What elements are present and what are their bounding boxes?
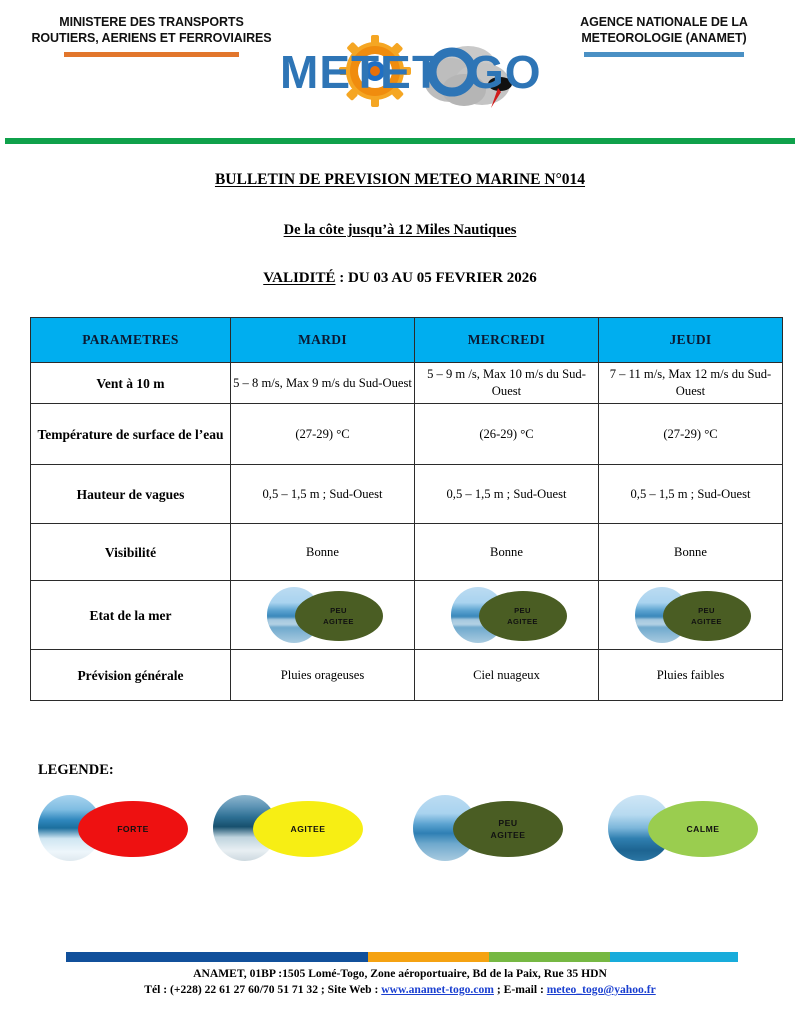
footer-bar-segment-blue bbox=[66, 952, 369, 962]
bulletin-titles: BULLETIN DE PREVISION METEO MARINE N°014… bbox=[0, 160, 800, 287]
cell-visibilite-jeudi: Bonne bbox=[598, 523, 783, 581]
agency-block: AGENCE NATIONALE DE LA METEOROLOGIE (ANA… bbox=[545, 14, 783, 57]
legend-label-line1: PEU bbox=[498, 818, 518, 828]
footer-email-link[interactable]: meteo_togo@yahoo.fr bbox=[546, 983, 656, 996]
row-label-vent: Vent à 10 m bbox=[30, 362, 231, 404]
forecast-table-wrapper: PARAMETRES MARDI MERCREDI JEUDI Vent à 1… bbox=[30, 317, 783, 701]
ministry-block: MINISTERE DES TRANSPORTS ROUTIERS, AERIE… bbox=[24, 14, 279, 57]
ministry-line-2: ROUTIERS, AERIENS ET FERROVIAIRES bbox=[31, 31, 272, 45]
forecast-table: PARAMETRES MARDI MERCREDI JEUDI Vent à 1… bbox=[30, 317, 783, 701]
column-header-parametres: PARAMETRES bbox=[30, 317, 231, 363]
cell-vagues-jeudi: 0,5 – 1,5 m ; Sud-Ouest bbox=[598, 464, 783, 524]
sea-state-badge: PEU AGITEE bbox=[445, 585, 569, 645]
row-label-etat-mer: Etat de la mer bbox=[30, 580, 231, 650]
legend-label-line1: FORTE bbox=[117, 824, 149, 834]
sea-state-line1: PEU bbox=[698, 606, 715, 615]
row-label-temperature: Température de surface de l’eau bbox=[30, 403, 231, 465]
legend-oval-agitee: AGITEE bbox=[253, 801, 363, 857]
sea-state-oval: PEU AGITEE bbox=[662, 591, 751, 641]
legend-label-line2: AGITEE bbox=[490, 830, 526, 840]
sea-state-badge: PEU AGITEE bbox=[629, 585, 753, 645]
sun-icon bbox=[339, 35, 411, 107]
footer-website-link[interactable]: www.anamet-togo.com bbox=[381, 983, 494, 996]
meteo-togo-logo: METE T GO bbox=[272, 22, 572, 122]
lightning-bolt-icon bbox=[488, 77, 512, 108]
cell-etat-mer-mercredi: PEU AGITEE bbox=[414, 580, 599, 650]
agency-line-1: AGENCE NATIONALE DE LA bbox=[580, 15, 748, 29]
cell-temperature-jeudi: (27-29) °C bbox=[598, 403, 783, 465]
green-divider-bar bbox=[5, 138, 795, 144]
footer-address: ANAMET, 01BP :1505 Lomé-Togo, Zone aérop… bbox=[193, 967, 607, 980]
sea-state-line1: PEU bbox=[330, 606, 347, 615]
cell-visibilite-mardi: Bonne bbox=[230, 523, 415, 581]
table-row: Hauteur de vagues 0,5 – 1,5 m ; Sud-Oues… bbox=[30, 464, 783, 524]
legend-oval-peu-agitee: PEU AGITEE bbox=[453, 801, 563, 857]
page-title-text: BULLETIN DE PREVISION METEO MARINE N°014 bbox=[214, 171, 586, 188]
cell-prevision-jeudi: Pluies faibles bbox=[598, 649, 783, 701]
bulletin-subtitle-text: De la côte jusqu’à 12 Miles Nautiques bbox=[283, 222, 517, 238]
table-row: Prévision générale Pluies orageuses Ciel… bbox=[30, 649, 783, 701]
footer-contact: ANAMET, 01BP :1505 Lomé-Togo, Zone aérop… bbox=[0, 966, 800, 998]
cell-vent-jeudi: 7 – 11 m/s, Max 12 m/s du Sud-Ouest bbox=[598, 362, 783, 404]
cell-vagues-mercredi: 0,5 – 1,5 m ; Sud-Ouest bbox=[414, 464, 599, 524]
legend-row: FORTE AGITEE PEU AGITEE CALME bbox=[30, 793, 770, 873]
legend-label-line1: CALME bbox=[686, 824, 720, 834]
table-row: Etat de la mer PEU AGITEE PEU bbox=[30, 580, 783, 650]
sea-state-line2: AGITEE bbox=[323, 617, 354, 626]
footer-bar-segment-orange bbox=[368, 952, 490, 962]
row-label-visibilite: Visibilité bbox=[30, 523, 231, 581]
legend-item-peu-agitee: PEU AGITEE bbox=[405, 793, 565, 865]
ministry-underline-rule bbox=[64, 52, 239, 57]
footer-contact-line: Tél : (+228) 22 61 27 60/70 51 71 32 ; S… bbox=[0, 982, 800, 998]
svg-text:GO: GO bbox=[468, 46, 542, 98]
page-title: BULLETIN DE PREVISION METEO MARINE N°014 bbox=[0, 171, 800, 189]
legend-oval-calme: CALME bbox=[648, 801, 758, 857]
cell-prevision-mercredi: Ciel nuageux bbox=[414, 649, 599, 701]
sea-state-line2: AGITEE bbox=[691, 617, 722, 626]
footer-bar-segment-green bbox=[489, 952, 611, 962]
cell-temperature-mercredi: (26-29) °C bbox=[414, 403, 599, 465]
cell-etat-mer-jeudi: PEU AGITEE bbox=[598, 580, 783, 650]
legend-title: LEGENDE: bbox=[38, 762, 114, 778]
legend-item-forte: FORTE bbox=[30, 793, 190, 865]
row-label-prevision: Prévision générale bbox=[30, 649, 231, 701]
table-header-row: PARAMETRES MARDI MERCREDI JEUDI bbox=[30, 317, 783, 363]
table-row: Vent à 10 m 5 – 8 m/s, Max 9 m/s du Sud-… bbox=[30, 362, 783, 404]
sea-state-oval: PEU AGITEE bbox=[294, 591, 383, 641]
legend-item-calme: CALME bbox=[600, 793, 760, 865]
legend-label-line1: AGITEE bbox=[290, 824, 326, 834]
sea-state-badge: PEU AGITEE bbox=[261, 585, 385, 645]
cell-vent-mercredi: 5 – 9 m /s, Max 10 m/s du Sud-Ouest bbox=[414, 362, 599, 404]
page-header: MINISTERE DES TRANSPORTS ROUTIERS, AERIE… bbox=[0, 0, 800, 125]
validity-value: : DU 03 AU 05 FEVRIER 2026 bbox=[335, 270, 537, 286]
footer-tel: Tél : (+228) 22 61 27 60/70 51 71 32 ; S… bbox=[144, 983, 382, 996]
agency-line-2: METEOROLOGIE (ANAMET) bbox=[581, 31, 747, 45]
footer-color-bar bbox=[66, 952, 738, 962]
row-label-hauteur-vagues: Hauteur de vagues bbox=[30, 464, 231, 524]
cell-temperature-mardi: (27-29) °C bbox=[230, 403, 415, 465]
table-row: Température de surface de l’eau (27-29) … bbox=[30, 403, 783, 465]
column-header-jeudi: JEUDI bbox=[598, 317, 783, 363]
sea-state-line1: PEU bbox=[514, 606, 531, 615]
sea-state-oval: PEU AGITEE bbox=[478, 591, 567, 641]
footer-email-label: ; E-mail : bbox=[493, 983, 547, 996]
svg-text:METE: METE bbox=[280, 46, 412, 98]
cell-visibilite-mercredi: Bonne bbox=[414, 523, 599, 581]
bulletin-subtitle: De la côte jusqu’à 12 Miles Nautiques bbox=[0, 222, 800, 239]
cell-prevision-mardi: Pluies orageuses bbox=[230, 649, 415, 701]
table-row: Visibilité Bonne Bonne Bonne bbox=[30, 523, 783, 581]
cell-vagues-mardi: 0,5 – 1,5 m ; Sud-Ouest bbox=[230, 464, 415, 524]
cell-vent-mardi: 5 – 8 m/s, Max 9 m/s du Sud-Ouest bbox=[230, 362, 415, 404]
legend-oval-forte: FORTE bbox=[78, 801, 188, 857]
agency-underline-rule bbox=[584, 52, 744, 57]
validity-line: VALIDITÉ : DU 03 AU 05 FEVRIER 2026 bbox=[0, 270, 800, 287]
column-header-mercredi: MERCREDI bbox=[414, 317, 599, 363]
cell-etat-mer-mardi: PEU AGITEE bbox=[230, 580, 415, 650]
ministry-line-1: MINISTERE DES TRANSPORTS bbox=[59, 15, 244, 29]
legend-item-agitee: AGITEE bbox=[205, 793, 365, 865]
sea-state-line2: AGITEE bbox=[507, 617, 538, 626]
column-header-mardi: MARDI bbox=[230, 317, 415, 363]
footer-bar-segment-cyan bbox=[610, 952, 738, 962]
validity-label: VALIDITÉ bbox=[263, 270, 336, 286]
